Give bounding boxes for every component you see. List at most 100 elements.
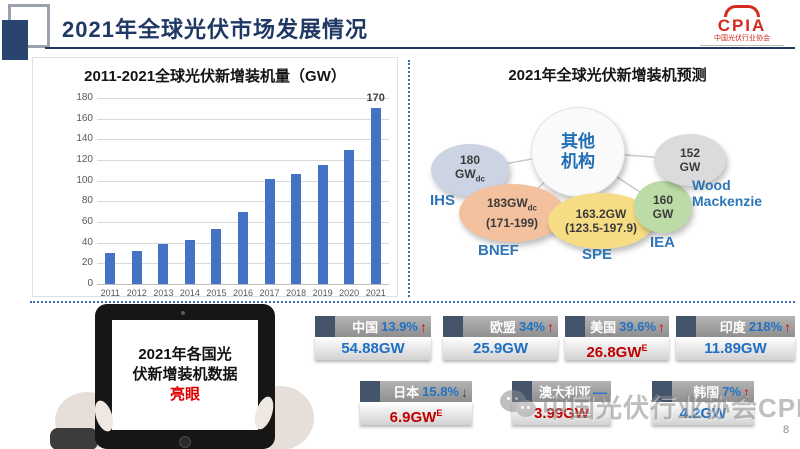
country-badge-7: 韩国 7% ↑ 4.2GW xyxy=(652,381,754,425)
y-axis-tick: 120 xyxy=(76,154,93,165)
bar-2020 xyxy=(344,149,355,284)
gridline xyxy=(97,180,389,182)
tablet-camera-icon xyxy=(181,311,185,315)
country-badge-4: 印度 218% ↑ 11.89GW xyxy=(676,316,795,360)
bubble-value-line: GW xyxy=(679,160,701,174)
trend-up-icon: ↑ xyxy=(420,318,427,335)
gridline xyxy=(97,118,389,120)
gridline xyxy=(97,160,389,161)
trend-up-icon: ↑ xyxy=(547,318,554,335)
x-axis-tick: 2019 xyxy=(312,288,333,298)
installed-capacity-chart-panel: 2011-2021全球光伏新增装机量（GW） 0 20 40 60 80 100 120 14… xyxy=(32,57,398,298)
bubble-value-line: 152 xyxy=(679,146,701,160)
trend-flat-icon: — xyxy=(593,383,607,400)
x-axis-tick: 2013 xyxy=(153,288,174,298)
bar-2012 xyxy=(131,250,142,284)
country-growth-pct: 15.8% xyxy=(422,384,459,399)
tablet-text-line1: 2021年各国光 xyxy=(138,346,232,363)
title-underline xyxy=(45,47,795,49)
bubble-value-line: GWdc xyxy=(454,167,485,184)
cpia-logo: CPIA 中国光伏行业协会 xyxy=(700,5,784,46)
bubble-bnef: 183GWdc (171-199) xyxy=(459,184,565,242)
org-label-bnef: BNEF xyxy=(478,242,519,259)
country-name: 日本 xyxy=(393,385,420,400)
gridline xyxy=(97,201,389,203)
bar-2019 xyxy=(317,165,328,284)
gridline xyxy=(97,284,389,285)
y-axis-tick: 160 xyxy=(76,112,93,124)
badge-chip xyxy=(315,316,335,337)
tablet-text-line2: 伏新增装机数据 xyxy=(132,366,238,383)
bubble-other-line1: 其他 xyxy=(561,132,595,151)
bubble-value-line: 183GWdc xyxy=(486,196,538,213)
country-growth-pct: 7% xyxy=(722,384,741,399)
bubble-value-line: 163.2GW xyxy=(575,207,627,221)
y-axis-tick: 40 xyxy=(81,236,93,248)
forecast-panel: 2021年全球光伏新增装机预测 其他 机构 180 GWdc 183GWdc (17… xyxy=(420,57,795,300)
country-install-value: 11.89GW xyxy=(676,337,795,360)
horizontal-dotted-divider xyxy=(30,301,795,303)
decor-solid-square xyxy=(2,20,28,60)
bubble-iea: 160 GW xyxy=(634,181,692,233)
cpia-logo-text: CPIA xyxy=(717,16,767,35)
country-install-value: 3.99GW xyxy=(512,402,611,425)
vertical-dotted-divider xyxy=(408,60,410,297)
bubble-value-line: (123.5-197.9) xyxy=(564,221,638,235)
badge-chip xyxy=(676,316,696,337)
tablet-home-button-icon xyxy=(179,436,191,448)
bubble-wood-mackenzie: 152 GW xyxy=(654,134,726,186)
country-badge-2: 欧盟 34% ↑ 25.9GW xyxy=(443,316,558,360)
country-growth-pct: 218% xyxy=(748,319,782,334)
forecast-title: 2021年全球光伏新增装机预测 xyxy=(508,67,707,84)
bar-2021 xyxy=(370,108,381,284)
bubble-value-line: (171-199) xyxy=(485,215,539,230)
chart-title: 2011-2021全球光伏新增装机量（GW） xyxy=(84,68,346,85)
country-growth-pct: 13.9% xyxy=(381,319,418,334)
cpia-logo-rule xyxy=(700,45,784,46)
country-name: 韩国 xyxy=(693,385,720,400)
badge-header: 中国 13.9% ↑ xyxy=(315,316,431,337)
x-axis-tick: 2016 xyxy=(232,288,253,298)
badge-header: 日本 15.8% ↓ xyxy=(360,381,472,402)
badge-chip xyxy=(360,381,380,402)
country-growth-pct: 34% xyxy=(518,319,545,334)
country-name: 印度 xyxy=(719,320,746,335)
y-axis-tick: 100 xyxy=(76,174,93,186)
y-axis-tick: 0 xyxy=(87,278,93,289)
tablet-image: 2021年各国光 伏新增装机数据 亮眼 xyxy=(95,304,275,449)
x-axis-tick: 2014 xyxy=(179,288,200,298)
y-axis-tick: 20 xyxy=(81,257,93,269)
bubble-value-line: 160 xyxy=(652,193,674,207)
badge-header: 澳大利亚 — xyxy=(512,381,611,402)
country-name: 中国 xyxy=(352,320,379,335)
bar-data-label: 170 xyxy=(366,92,385,105)
country-install-value: 54.88GW xyxy=(315,337,431,360)
x-axis-tick: 2011 xyxy=(100,288,120,298)
badge-chip xyxy=(512,381,532,402)
trend-up-icon: ↑ xyxy=(658,318,665,335)
badge-header: 韩国 7% ↑ xyxy=(652,381,754,402)
country-badge-5: 日本 15.8% ↓ 6.9GWE xyxy=(360,381,472,426)
country-install-value: 25.9GW xyxy=(443,337,558,360)
bar-2013 xyxy=(158,243,169,284)
cpia-logo-subtext: 中国光伏行业协会 xyxy=(714,35,770,42)
badge-chip xyxy=(565,316,585,337)
country-install-value: 4.2GW xyxy=(652,402,754,425)
country-badge-3: 美国 39.6% ↑ 26.8GWE xyxy=(565,316,669,361)
badge-header: 印度 218% ↑ xyxy=(676,316,795,337)
tablet-screen: 2021年各国光 伏新增装机数据 亮眼 xyxy=(112,320,258,430)
country-install-value: 6.9GWE xyxy=(360,402,472,426)
sleeve-image xyxy=(50,428,98,449)
country-name: 澳大利亚 xyxy=(538,385,591,400)
x-axis-tick: 2012 xyxy=(126,288,147,298)
page-number: 8 xyxy=(783,424,790,436)
country-growth-pct: 39.6% xyxy=(619,319,656,334)
page-title: 2021年全球光伏市场发展情况 xyxy=(62,17,368,42)
bar-2015 xyxy=(211,229,222,284)
org-label-spe: SPE xyxy=(582,246,613,263)
x-axis-tick: 2017 xyxy=(259,288,280,298)
country-badge-6: 澳大利亚 —3.99GW xyxy=(512,381,611,425)
org-label-ihs: IHS xyxy=(430,192,456,209)
tablet-text-highlight: 亮眼 xyxy=(169,386,200,403)
gridline xyxy=(97,98,389,99)
